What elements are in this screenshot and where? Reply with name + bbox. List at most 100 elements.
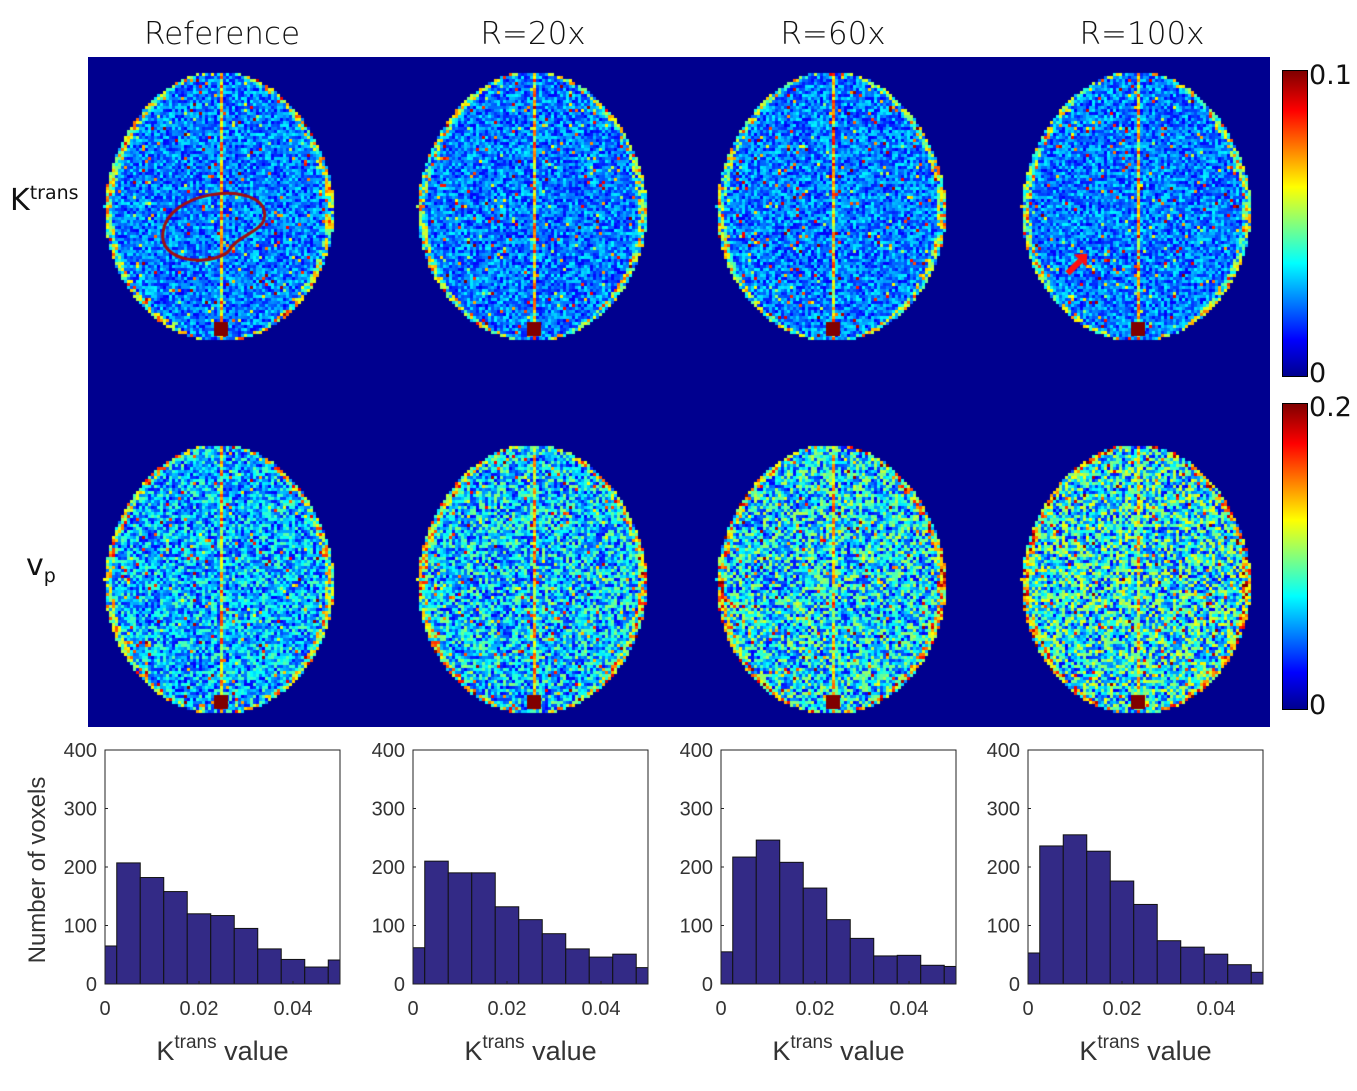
row-label-vp: vp	[26, 548, 56, 587]
histogram-bar	[1027, 952, 1041, 985]
histograms: 0 100 200 300 400 0 0.02 0.04 Ktrans value Number…	[24, 740, 1264, 1066]
histogram-bar	[1156, 940, 1182, 985]
column-title-r100: R=100x	[1079, 16, 1205, 52]
x-tick-label: 0	[407, 998, 418, 1020]
column-title-reference: Reference	[143, 16, 301, 52]
colorbar-ktrans-max: 0.1	[1309, 60, 1352, 91]
column-title-r60: R=60x	[780, 16, 886, 52]
histogram-bar	[139, 877, 165, 985]
histogram-bar	[1180, 946, 1205, 985]
histogram-bar	[732, 856, 757, 985]
y-tick-label: 100	[987, 916, 1020, 938]
x-tick-label: 0	[99, 998, 110, 1020]
row-label-vp-sub: p	[43, 565, 56, 587]
x-axis-label: Ktrans value	[1079, 1032, 1211, 1066]
y-tick-label: 100	[680, 916, 713, 938]
x-tick-label: 0.02	[796, 998, 835, 1020]
row-label-ktrans-sup: trans	[29, 182, 79, 204]
histogram-bar	[873, 955, 898, 985]
y-tick-label: 400	[987, 740, 1020, 762]
y-tick-label: 200	[64, 857, 97, 879]
y-tick-label: 300	[64, 799, 97, 821]
histogram-bar	[1109, 880, 1135, 985]
y-tick-label: 200	[372, 857, 405, 879]
histogram-bar	[1227, 964, 1252, 985]
y-tick-label: 0	[86, 974, 97, 996]
y-tick-label: 400	[680, 740, 713, 762]
histogram-bar	[802, 887, 828, 985]
histogram-bar	[233, 927, 259, 985]
y-tick-label: 200	[680, 857, 713, 879]
histogram-1: 0 100 200 300 400 0 0.02 0.04 Ktrans value	[372, 740, 649, 1066]
histogram-bar	[849, 937, 875, 985]
y-tick-label: 100	[372, 916, 405, 938]
histogram-bar	[163, 891, 188, 985]
histogram-bar	[943, 965, 957, 985]
histogram-bar	[1039, 845, 1064, 985]
colorbar-ktrans-min: 0	[1309, 358, 1327, 389]
y-tick-label: 0	[702, 974, 713, 996]
y-tick-label: 300	[372, 799, 405, 821]
histogram-bar	[1250, 971, 1264, 985]
histogram-bar	[1133, 903, 1158, 985]
x-axis-label: Ktrans value	[772, 1032, 904, 1066]
y-tick-label: 0	[1009, 974, 1020, 996]
y-tick-label: 300	[987, 799, 1020, 821]
histogram-bar	[565, 948, 590, 985]
histogram-bar	[518, 919, 543, 985]
parameter-maps-image	[88, 57, 1270, 727]
y-tick-label: 400	[64, 740, 97, 762]
histogram-bar	[1203, 953, 1229, 985]
x-tick-label: 0.02	[488, 998, 527, 1020]
histogram-bar	[720, 951, 734, 985]
x-tick-label: 0.02	[180, 998, 219, 1020]
histogram-bar	[304, 966, 329, 985]
histogram-bar	[280, 958, 306, 985]
histogram-bar	[494, 906, 520, 985]
y-tick-label: 100	[64, 916, 97, 938]
histogram-bar	[257, 948, 282, 985]
histogram-bar	[755, 839, 781, 985]
x-tick-label: 0.04	[582, 998, 621, 1020]
x-tick-label: 0.04	[274, 998, 313, 1020]
histogram-bar	[826, 919, 851, 985]
x-axis-label: Ktrans value	[464, 1032, 596, 1066]
histogram-bar	[541, 933, 567, 985]
y-axis-label: Number of voxels	[24, 777, 51, 964]
row-label-ktrans: Ktrans	[10, 182, 79, 218]
colorbar-vp-max: 0.2	[1309, 392, 1352, 423]
y-tick-label: 300	[680, 799, 713, 821]
histogram-bar	[186, 913, 212, 985]
histogram-0: 0 100 200 300 400 0 0.02 0.04 Ktrans value Number…	[24, 740, 341, 1066]
y-tick-label: 0	[394, 974, 405, 996]
histogram-bar	[424, 860, 449, 985]
colorbar-vp	[1282, 403, 1308, 710]
histogram-bar	[612, 953, 637, 985]
histogram-bar	[116, 862, 141, 985]
column-title-r20: R=20x	[480, 16, 586, 52]
histogram-bar	[471, 872, 496, 985]
histogram-bar	[1086, 850, 1111, 985]
histogram-bar	[447, 872, 473, 985]
y-tick-label: 400	[372, 740, 405, 762]
histogram-bar	[920, 964, 945, 985]
x-tick-label: 0	[715, 998, 726, 1020]
colorbar-ktrans	[1282, 70, 1308, 377]
histogram-bar	[779, 861, 804, 985]
histogram-bar	[412, 947, 426, 985]
x-axis-label: Ktrans value	[156, 1032, 288, 1066]
histogram-bar	[104, 945, 118, 985]
histogram-bar	[327, 959, 341, 985]
x-tick-label: 0.04	[890, 998, 929, 1020]
x-tick-label: 0.04	[1197, 998, 1236, 1020]
histogram-bar	[588, 956, 614, 985]
histogram-2: 0 100 200 300 400 0 0.02 0.04 Ktrans value	[680, 740, 957, 1066]
histogram-bar	[210, 915, 235, 985]
y-tick-label: 200	[987, 857, 1020, 879]
x-tick-label: 0	[1022, 998, 1033, 1020]
histogram-bar	[896, 954, 922, 985]
x-tick-label: 0.02	[1103, 998, 1142, 1020]
colorbar-vp-min: 0	[1309, 690, 1327, 721]
histogram-bar	[635, 967, 649, 985]
histogram-bar	[1062, 834, 1088, 985]
